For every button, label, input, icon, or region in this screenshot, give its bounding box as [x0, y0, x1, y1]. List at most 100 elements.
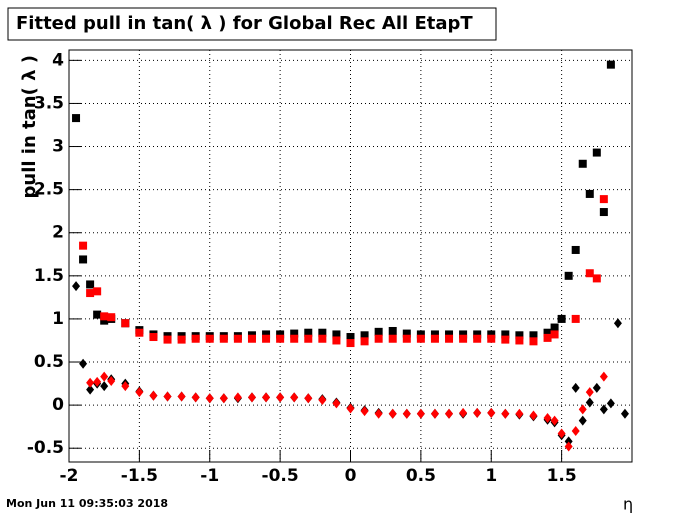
square-marker: [72, 114, 81, 123]
y-tick-label: 1: [52, 309, 64, 329]
square-marker: [459, 334, 468, 343]
diamond-marker: [585, 397, 594, 408]
square-marker: [360, 331, 369, 340]
x-axis-label: η: [623, 495, 633, 514]
square-marker: [599, 208, 608, 217]
square-marker: [416, 330, 425, 339]
diamond-marker: [402, 408, 411, 419]
square-marker: [374, 334, 383, 343]
diamond-marker: [233, 392, 242, 403]
x-tick-label: 0: [345, 466, 357, 486]
square-marker: [346, 333, 355, 342]
square-marker: [86, 280, 95, 289]
square-marker: [550, 330, 559, 339]
y-tick-label: 1.5: [34, 266, 64, 286]
square-marker: [473, 334, 482, 343]
diamond-marker: [135, 387, 144, 398]
square-marker: [571, 245, 580, 254]
diamond-marker: [290, 392, 299, 403]
y-tick-label: 2.5: [34, 180, 64, 200]
diamond-marker: [473, 407, 482, 418]
diamond-marker: [72, 281, 81, 292]
square-marker: [346, 339, 355, 348]
diamond-marker: [149, 390, 158, 401]
y-tick-label: 0: [52, 395, 64, 415]
square-marker: [515, 331, 524, 340]
square-marker: [592, 148, 601, 157]
diamond-marker: [86, 384, 95, 395]
diamond-marker: [388, 408, 397, 419]
y-tick-label: 0.5: [34, 352, 64, 372]
square-marker: [360, 337, 369, 346]
diamond-marker: [304, 393, 313, 404]
diamond-marker: [543, 413, 552, 424]
square-marker: [388, 326, 397, 335]
square-marker: [86, 289, 95, 298]
square-marker: [304, 334, 313, 343]
diamond-marker: [100, 371, 109, 382]
square-marker: [445, 330, 454, 339]
diamond-marker: [276, 392, 285, 403]
diamond-marker: [318, 394, 327, 405]
square-marker: [487, 330, 496, 339]
diamond-marker: [571, 425, 580, 436]
diamond-marker: [564, 441, 573, 452]
square-marker: [247, 334, 256, 343]
diamond-marker: [416, 408, 425, 419]
y-axis-label: pull in tan( λ ): [19, 55, 40, 199]
square-marker: [445, 334, 454, 343]
diamond-marker: [177, 391, 186, 402]
square-marker: [402, 329, 411, 338]
diamond-marker: [585, 387, 594, 398]
square-marker: [107, 313, 116, 322]
square-marker: [388, 334, 397, 343]
square-marker: [430, 330, 439, 339]
diamond-marker: [487, 407, 496, 418]
diamond-marker: [564, 436, 573, 447]
diamond-marker: [163, 391, 172, 402]
square-marker: [585, 189, 594, 198]
diamond-marker: [459, 407, 468, 418]
square-marker: [416, 334, 425, 343]
square-marker: [219, 334, 228, 343]
square-marker: [606, 60, 615, 69]
square-marker: [262, 334, 271, 343]
square-marker: [290, 329, 299, 338]
y-tick-label: 4: [52, 50, 64, 70]
square-marker: [177, 335, 186, 344]
footer: Mon Jun 11 09:35:03 2018: [6, 497, 168, 510]
square-marker: [459, 330, 468, 339]
diamond-marker: [578, 404, 587, 415]
diamond-marker: [247, 392, 256, 403]
y-tick-label: 3: [52, 137, 64, 157]
x-tick-label: -0.5: [262, 466, 299, 486]
diamond-marker: [599, 404, 608, 415]
x-tick-label: 1: [485, 466, 497, 486]
diamond-marker: [205, 393, 214, 404]
title-box: [7, 7, 497, 41]
square-marker: [304, 328, 313, 337]
square-marker: [100, 312, 109, 321]
diamond-marker: [557, 428, 566, 439]
square-marker: [487, 334, 496, 343]
x-tick-label: -2: [60, 466, 79, 486]
square-marker: [374, 327, 383, 336]
square-marker: [290, 334, 299, 343]
square-marker: [79, 241, 88, 250]
square-marker: [402, 334, 411, 343]
diamond-marker: [79, 358, 88, 369]
diamond-marker: [620, 408, 629, 419]
square-marker: [529, 331, 538, 340]
diamond-marker: [445, 408, 454, 419]
square-marker: [149, 333, 158, 342]
diamond-marker: [346, 403, 355, 414]
diamond-marker: [550, 415, 559, 426]
diamond-marker: [529, 410, 538, 421]
diamond-marker: [121, 381, 130, 392]
diamond-marker: [501, 408, 510, 419]
square-marker: [205, 334, 214, 343]
square-marker: [473, 330, 482, 339]
diamond-marker: [219, 393, 228, 404]
diamond-marker: [613, 318, 622, 329]
